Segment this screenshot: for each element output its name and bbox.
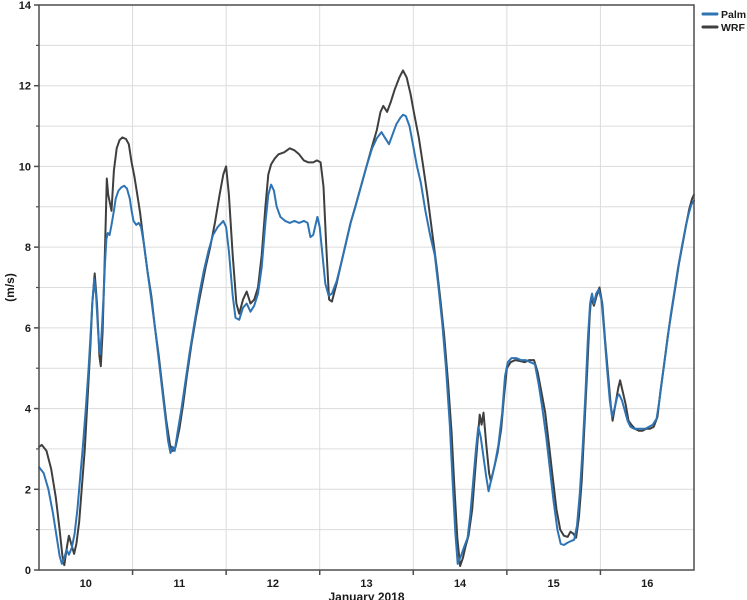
series-line-palm — [38, 113, 695, 565]
legend-label-wrf: WRF — [721, 22, 745, 34]
y-axis-title: (m/s) — [3, 273, 17, 302]
y-tick-label: 12 — [19, 81, 31, 93]
y-tick-label: 4 — [25, 404, 32, 416]
y-tick-label: 10 — [19, 161, 31, 173]
x-axis-title: January 2018 — [328, 590, 404, 600]
x-tick-label: 11 — [174, 578, 186, 590]
y-tick-label: 6 — [25, 323, 31, 335]
x-tick-label: 10 — [80, 578, 92, 590]
y-tick-label: 14 — [19, 0, 32, 12]
x-tick-label: 14 — [454, 578, 467, 590]
x-tick-label: 15 — [548, 578, 560, 590]
x-tick-label: 13 — [360, 578, 372, 590]
y-tick-label: 0 — [25, 565, 31, 577]
y-tick-label: 8 — [25, 242, 31, 254]
x-tick-label: 16 — [641, 578, 653, 590]
x-tick-label: 12 — [267, 578, 279, 590]
legend-label-palm: Palm — [721, 9, 746, 21]
y-tick-label: 2 — [25, 484, 31, 496]
